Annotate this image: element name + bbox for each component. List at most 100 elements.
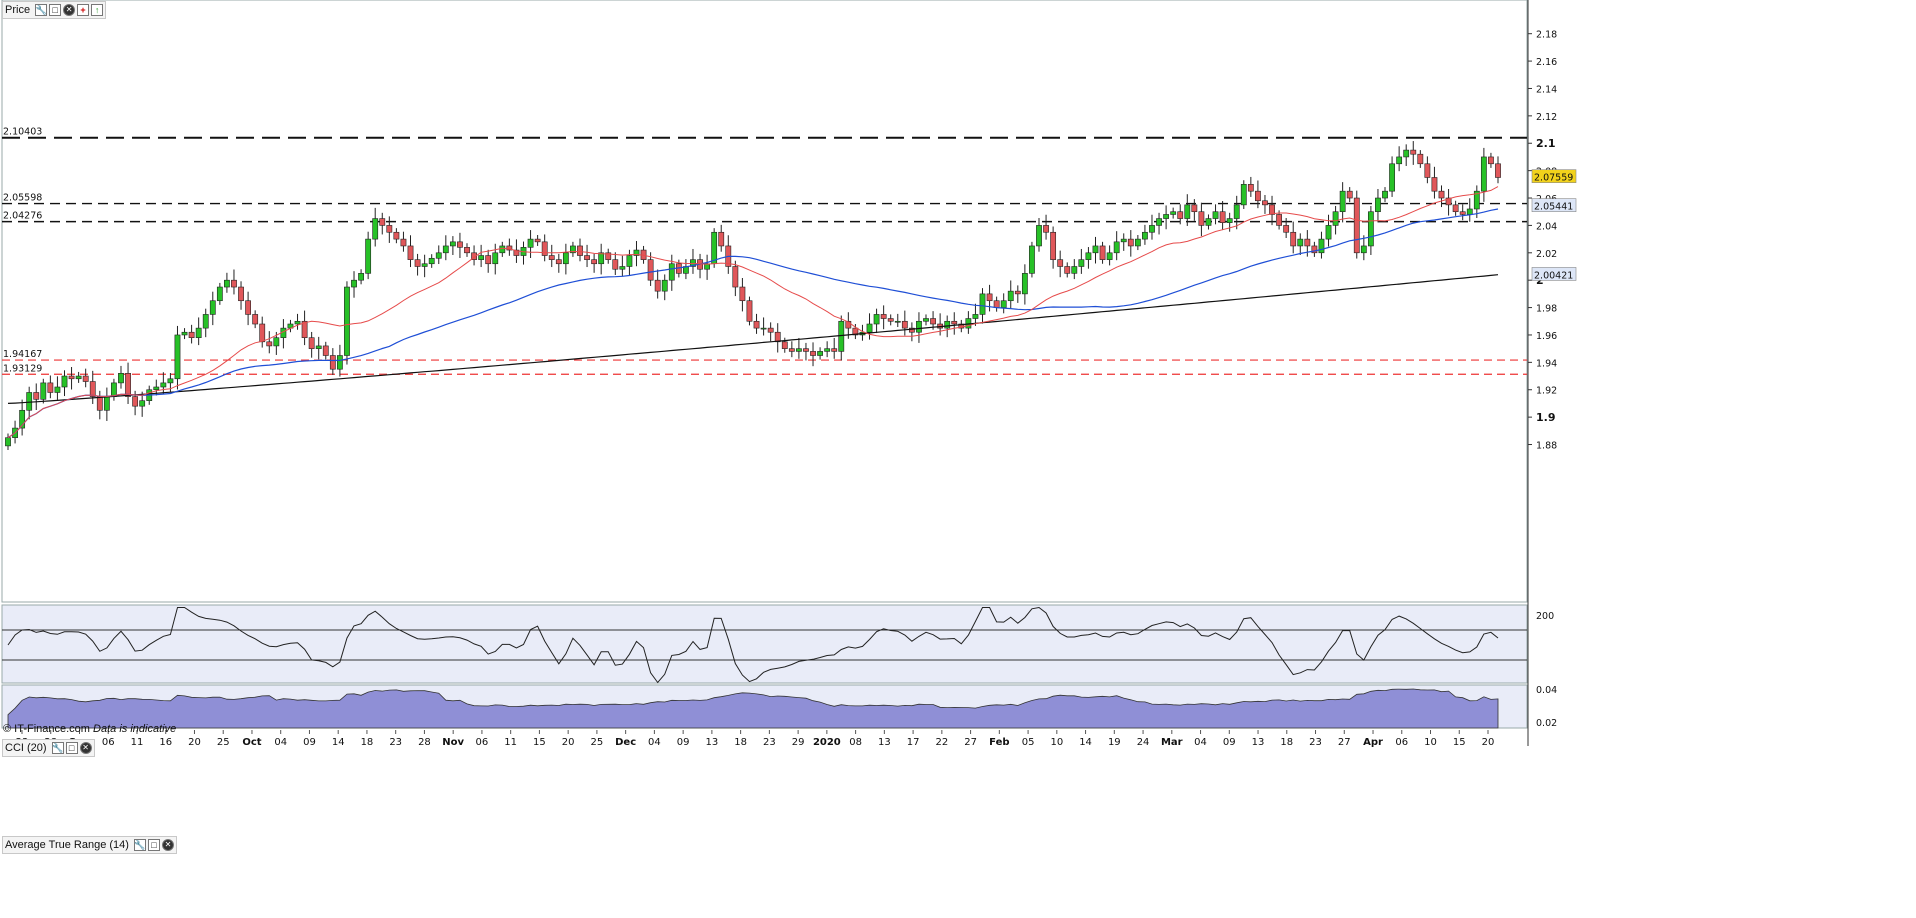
- price-tick-label: 2.14: [1536, 84, 1557, 95]
- add-indicator-icon[interactable]: +: [77, 4, 90, 16]
- candle-down: [400, 238, 407, 247]
- candle-down: [781, 341, 788, 349]
- wrench-icon[interactable]: 🔧: [51, 742, 64, 754]
- arrow-up-icon[interactable]: ↑: [91, 4, 104, 16]
- candle-up: [1000, 300, 1007, 308]
- price-tick-label: 2.1: [1536, 137, 1556, 150]
- candle-down: [1431, 177, 1438, 192]
- candle-up: [570, 245, 576, 254]
- candle-up: [1233, 204, 1240, 219]
- x-tick-label: 13: [878, 737, 891, 748]
- price-panel-title: Price: [5, 4, 31, 16]
- candle-up: [153, 386, 160, 391]
- candle-up: [75, 375, 82, 380]
- candle-up: [1480, 156, 1487, 192]
- x-tick-label: 24: [1137, 737, 1150, 748]
- price-tick-label: 1.98: [1536, 304, 1557, 315]
- candle-down: [584, 255, 590, 260]
- x-tick-label: 04: [274, 737, 287, 748]
- window-icon[interactable]: □: [147, 839, 160, 851]
- x-tick-label: 14: [1079, 737, 1092, 748]
- close-icon[interactable]: ✕: [161, 839, 174, 851]
- candle-down: [1290, 231, 1297, 247]
- candle-down: [555, 259, 562, 265]
- candle-down: [238, 286, 244, 302]
- candle-up: [711, 231, 718, 265]
- candle-down: [1247, 184, 1254, 192]
- candle-down: [1177, 211, 1184, 219]
- watermark: © IT-Finance.com Data is indicative: [3, 723, 176, 735]
- level-label: 1.93129: [3, 363, 42, 374]
- candle-up: [1367, 211, 1374, 247]
- x-tick-label: 15: [533, 737, 546, 748]
- cci-tick-label: 200: [1536, 611, 1554, 622]
- candle-up: [1332, 211, 1339, 226]
- cci-plot-area: [1, 604, 1528, 684]
- candle-down: [471, 252, 477, 260]
- x-tick-label: Nov: [442, 737, 464, 748]
- candle-down: [1311, 245, 1318, 254]
- candle-up: [1466, 208, 1473, 215]
- candle-up: [160, 382, 167, 388]
- candle-down: [774, 331, 781, 343]
- candle-up: [365, 238, 372, 274]
- candle-up: [449, 241, 456, 247]
- candle-up: [619, 266, 626, 270]
- candle-down: [259, 323, 266, 343]
- close-icon[interactable]: ✕: [63, 4, 76, 16]
- window-icon[interactable]: □: [65, 742, 78, 754]
- candle-down: [89, 381, 96, 397]
- candle-up: [1212, 211, 1219, 219]
- atr-tick-label: 0.04: [1536, 685, 1557, 696]
- x-tick-label: 18: [734, 737, 747, 748]
- candle-down: [386, 225, 393, 233]
- candle-down: [68, 375, 75, 380]
- candle-up: [167, 378, 174, 384]
- candle-down: [457, 241, 463, 248]
- candle-up: [562, 252, 569, 265]
- price-tick-label: 2.16: [1536, 57, 1557, 68]
- candle-up: [824, 348, 831, 352]
- level-label: 1.94167: [3, 349, 42, 360]
- candle-up: [478, 255, 485, 260]
- atr-panel-header: Average True Range (14) 🔧 □ ✕: [2, 836, 177, 854]
- wrench-icon[interactable]: 🔧: [133, 839, 146, 851]
- wrench-icon[interactable]: 🔧: [35, 4, 48, 16]
- price-plot-area: [1, 0, 1528, 603]
- candle-down: [1057, 259, 1064, 267]
- candle-down: [231, 279, 237, 288]
- candle-down: [541, 241, 548, 256]
- candle-up: [817, 351, 823, 356]
- candle-down: [1276, 214, 1282, 226]
- x-tick-label: 04: [648, 737, 661, 748]
- candle-up: [1142, 231, 1148, 240]
- candle-up: [1226, 218, 1233, 223]
- x-tick-label: 13: [706, 737, 719, 748]
- candle-down: [513, 249, 520, 256]
- x-tick-label: 19: [1108, 737, 1121, 748]
- candle-down: [654, 279, 661, 292]
- candle-down: [880, 314, 887, 319]
- x-tick-label: 27: [1338, 737, 1351, 748]
- x-tick-label: 25: [591, 737, 604, 748]
- window-icon[interactable]: □: [49, 4, 62, 16]
- candle-up: [499, 245, 506, 254]
- candle-up: [894, 320, 901, 323]
- x-tick-label: Feb: [989, 737, 1009, 748]
- candle-down: [1353, 197, 1360, 254]
- close-icon[interactable]: ✕: [79, 742, 92, 754]
- level-label: 2.04276: [3, 211, 42, 222]
- candle-down: [1495, 163, 1501, 178]
- candle-down: [1488, 156, 1494, 165]
- candle-up: [1318, 238, 1325, 254]
- candle-down: [82, 375, 89, 382]
- candle-down: [1417, 153, 1424, 165]
- candle-up: [527, 238, 534, 248]
- candle-up: [923, 318, 929, 322]
- candle-up: [1120, 238, 1127, 243]
- candle-up: [1134, 238, 1141, 247]
- candle-down: [788, 348, 795, 352]
- last-price-badge-bg: [1531, 169, 1577, 183]
